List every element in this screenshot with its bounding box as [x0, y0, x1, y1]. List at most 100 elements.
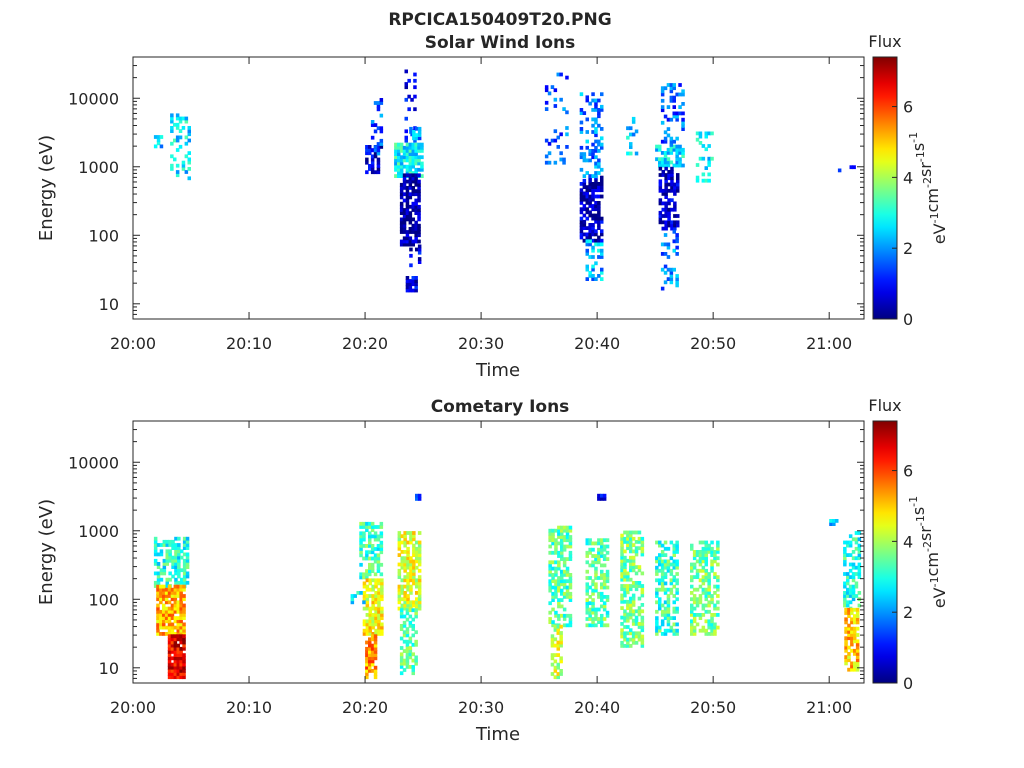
spectrogram-cell: [602, 497, 607, 501]
spectrogram-cell: [855, 639, 860, 644]
spectrogram-cell: [620, 577, 624, 582]
spectrogram-cell: [413, 126, 417, 130]
spectrogram-cell: [551, 579, 555, 584]
spectrogram-cell: [676, 179, 680, 184]
spectrogram-cell: [173, 640, 178, 645]
spectrogram-cell: [412, 603, 416, 608]
spectrogram-cell: [600, 136, 604, 141]
spectrogram-cell: [414, 227, 418, 231]
spectrogram-cell: [408, 242, 413, 247]
spectrogram-cell: [379, 547, 384, 551]
spectrogram-cell: [620, 593, 624, 598]
spectrogram-cell: [597, 223, 601, 227]
spectrogram-cell: [585, 610, 589, 615]
spectrogram-cell: [411, 204, 415, 209]
spectrogram-cell: [844, 661, 848, 666]
spectrogram-cell: [553, 628, 558, 632]
spectrogram-cell: [368, 566, 372, 570]
spectrogram-cell: [579, 167, 584, 172]
spectrogram-cell: [568, 554, 573, 558]
spectrogram-cell: [852, 165, 856, 170]
spectrogram-cell: [562, 591, 567, 596]
spectrogram-cell: [365, 659, 369, 664]
spectrogram-cell: [156, 613, 160, 617]
spectrogram-cell: [175, 138, 180, 143]
spectrogram-cell: [173, 587, 178, 592]
spectrogram-cell: [663, 559, 668, 564]
spectrogram-cell: [373, 547, 378, 551]
spectrogram-cell: [162, 613, 166, 617]
spectrogram-cell: [170, 603, 175, 608]
spectrogram-cell: [681, 147, 685, 152]
spectrogram-cell: [376, 534, 381, 539]
spectrogram-cell: [669, 616, 674, 620]
spectrogram-cell: [408, 217, 413, 222]
spectrogram-cell: [365, 145, 369, 149]
spectrogram-cell: [411, 652, 415, 657]
spectrogram-cell: [666, 568, 671, 573]
spectrogram-cell: [415, 540, 419, 545]
spectrogram-cell: [594, 133, 598, 138]
spectrogram-cell: [368, 662, 372, 667]
spectrogram-cell: [562, 547, 567, 552]
spectrogram-cell: [402, 227, 407, 231]
spectrogram-cell: [417, 493, 422, 498]
spectrogram-cell: [582, 174, 587, 178]
spectrogram-cell: [373, 656, 378, 661]
spectrogram-cell: [417, 575, 422, 579]
spectrogram-cell: [413, 107, 417, 112]
spectrogram-cell: [565, 528, 570, 533]
spectrogram-cell: [855, 607, 860, 612]
spectrogram-cell: [631, 568, 636, 573]
spectrogram-cell: [675, 559, 679, 564]
colorbar-gradient: [872, 420, 898, 684]
spectrogram-cell: [368, 164, 372, 168]
spectrogram-cell: [373, 553, 378, 558]
spectrogram-cell: [400, 591, 404, 595]
spectrogram-cell: [600, 620, 604, 624]
spectrogram-cell: [602, 563, 607, 568]
spectrogram-cell: [406, 578, 410, 583]
spectrogram-cell: [857, 562, 862, 567]
spectrogram-cell: [588, 541, 592, 546]
spectrogram-cell: [405, 171, 410, 175]
spectrogram-cell: [179, 609, 183, 614]
spectrogram-cell: [591, 223, 595, 227]
spectrogram-cell: [557, 554, 561, 558]
spectrogram-cell: [623, 637, 627, 642]
spectrogram-cell: [660, 613, 665, 617]
spectrogram-cell: [414, 661, 418, 666]
spectrogram-cell: [402, 198, 407, 203]
spectrogram-cell: [692, 575, 697, 579]
spectrogram-cell: [600, 569, 604, 574]
spectrogram-cell: [597, 493, 601, 498]
spectrogram-cell: [634, 618, 639, 623]
spectrogram-cell: [713, 632, 717, 636]
spectrogram-cell: [698, 156, 703, 161]
spectrogram-cell: [362, 525, 366, 529]
spectrogram-cell: [623, 574, 627, 579]
spectrogram-cell: [407, 78, 411, 83]
spectrogram-cell: [600, 229, 604, 234]
spectrogram-cell: [565, 75, 569, 80]
spectrogram-cell: [415, 136, 419, 141]
spectrogram-cell: [176, 628, 180, 633]
spectrogram-cell: [371, 597, 375, 602]
spectrogram-cell: [403, 537, 407, 542]
spectrogram-cell: [594, 130, 598, 134]
x-axis: 20:00 20:10 20:20 20:30 20:40 20:50 21:00: [110, 57, 852, 353]
spectrogram-cell: [837, 168, 842, 173]
spectrogram-cell: [171, 546, 175, 550]
spectrogram-cell: [415, 584, 419, 589]
spectrogram-cell: [365, 521, 369, 526]
spectrogram-cell: [417, 543, 422, 548]
spectrogram-cell: [626, 533, 630, 538]
spectrogram-cell: [557, 582, 561, 587]
spectrogram-cell: [857, 546, 862, 551]
spectrogram-cell: [373, 665, 378, 670]
spectrogram-cell: [634, 540, 639, 544]
spectrogram-cell: [851, 587, 856, 592]
spectrogram-cell: [175, 170, 180, 174]
spectrogram-cell: [394, 164, 398, 169]
spectrogram-cell: [365, 625, 370, 630]
